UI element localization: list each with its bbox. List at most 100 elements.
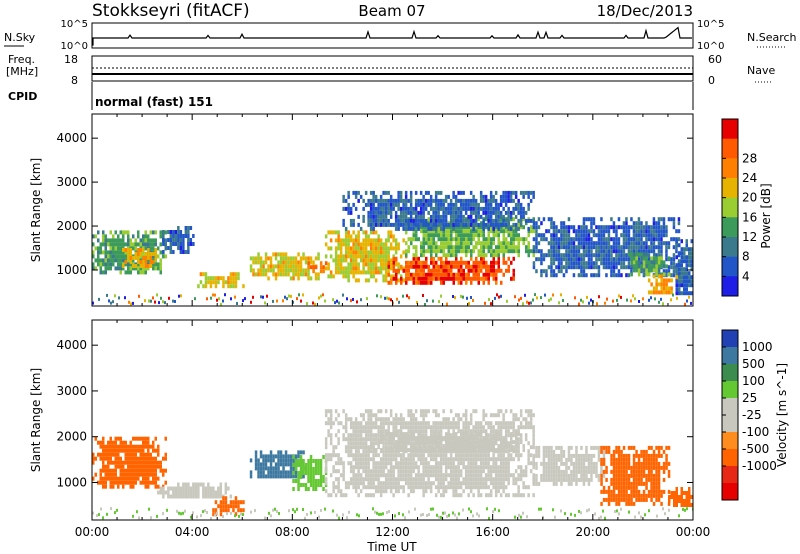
heat-cell bbox=[437, 202, 440, 207]
heat-cell bbox=[434, 469, 438, 474]
heat-cell bbox=[442, 481, 445, 486]
heat-cell bbox=[397, 433, 400, 438]
heat-cell bbox=[480, 225, 483, 230]
heat-cell bbox=[467, 473, 470, 478]
heat-cell bbox=[337, 457, 340, 462]
heat-cell bbox=[652, 252, 656, 257]
heat-cell bbox=[179, 230, 183, 234]
heat-cell bbox=[602, 241, 606, 246]
heat-cell bbox=[447, 202, 450, 207]
heat-cell bbox=[447, 485, 450, 490]
heat-cell bbox=[107, 254, 110, 259]
heat-cell bbox=[640, 221, 643, 226]
heat-cell bbox=[104, 444, 107, 449]
heat-cell bbox=[550, 249, 553, 254]
heat-cell bbox=[690, 267, 693, 272]
heat-cell bbox=[159, 468, 162, 473]
heat-cell bbox=[535, 225, 538, 230]
heat-cell bbox=[405, 272, 408, 277]
heat-cell bbox=[142, 266, 145, 271]
heat-cell bbox=[399, 453, 403, 458]
heat-cell bbox=[690, 301, 692, 305]
heat-cell bbox=[469, 489, 473, 494]
heat-cell bbox=[464, 198, 468, 203]
heat-cell bbox=[555, 273, 558, 278]
heat-cell bbox=[447, 260, 450, 265]
heat-cell bbox=[490, 264, 493, 269]
heat-cell bbox=[334, 453, 338, 458]
heat-cell bbox=[384, 278, 388, 283]
heat-cell bbox=[482, 233, 485, 238]
heat-cell bbox=[470, 249, 473, 254]
heat-cell bbox=[324, 465, 328, 470]
heat-cell bbox=[144, 299, 146, 303]
heat-cell bbox=[437, 264, 440, 269]
heat-cell bbox=[567, 265, 571, 270]
heat-cell bbox=[142, 476, 145, 481]
heat-cell bbox=[482, 256, 485, 261]
heat-cell bbox=[525, 249, 528, 254]
heat-cell bbox=[440, 440, 443, 445]
heat-cell bbox=[417, 473, 420, 478]
heat-cell bbox=[304, 487, 308, 491]
heat-cell bbox=[334, 433, 338, 438]
heat-cell bbox=[575, 261, 578, 266]
heat-cell bbox=[404, 198, 408, 203]
heat-cell bbox=[397, 190, 400, 195]
heat-cell bbox=[382, 481, 385, 486]
heat-cell bbox=[410, 436, 413, 441]
heat-cell bbox=[349, 465, 353, 470]
heat-cell bbox=[652, 233, 656, 238]
heat-cell bbox=[474, 206, 478, 211]
heat-cell bbox=[364, 485, 368, 490]
heat-cell bbox=[329, 270, 333, 275]
heat-cell bbox=[379, 429, 383, 434]
heat-cell bbox=[502, 214, 505, 219]
heat-cell bbox=[504, 202, 508, 207]
heat-cell bbox=[430, 256, 433, 261]
heat-cell bbox=[467, 245, 470, 250]
heat-cell bbox=[164, 246, 168, 250]
heat-cell bbox=[219, 486, 223, 491]
heat-cell bbox=[552, 237, 556, 242]
heat-cell bbox=[364, 457, 368, 462]
heat-cell bbox=[484, 473, 488, 478]
heat-cell bbox=[507, 441, 510, 446]
heat-cell bbox=[522, 210, 525, 215]
heat-cell bbox=[249, 268, 253, 273]
heat-cell bbox=[467, 218, 470, 223]
heat-cell bbox=[382, 453, 385, 458]
heat-cell bbox=[162, 238, 165, 242]
heat-cell bbox=[632, 221, 636, 226]
heat-cell bbox=[202, 284, 205, 289]
heat-cell bbox=[445, 253, 448, 258]
heat-cell bbox=[509, 198, 513, 203]
heat-cell bbox=[297, 454, 300, 459]
heat-cell bbox=[452, 194, 455, 199]
heat-cell bbox=[420, 249, 423, 254]
heat-cell bbox=[349, 238, 353, 243]
heat-cell bbox=[532, 425, 535, 430]
heat-cell bbox=[387, 448, 390, 453]
heat-cell bbox=[159, 266, 162, 271]
heat-cell bbox=[324, 437, 328, 442]
heat-cell bbox=[517, 226, 520, 231]
heat-cell bbox=[467, 233, 470, 238]
heat-cell bbox=[164, 468, 167, 473]
heat-cell bbox=[117, 452, 120, 457]
heat-cell bbox=[127, 230, 130, 235]
heat-cell bbox=[489, 421, 493, 426]
heat-cell bbox=[532, 457, 535, 462]
heat-cell bbox=[524, 485, 528, 490]
heat-cell bbox=[477, 473, 480, 478]
heat-cell bbox=[137, 460, 140, 465]
heat-cell bbox=[502, 194, 505, 199]
heat-cell bbox=[642, 268, 646, 273]
heat-cell bbox=[222, 276, 225, 281]
heat-cell bbox=[289, 260, 293, 265]
heat-cell bbox=[474, 481, 478, 486]
heat-cell bbox=[367, 262, 370, 267]
heat-cell bbox=[107, 464, 110, 469]
heat-cell bbox=[457, 233, 460, 238]
heat-cell bbox=[420, 436, 423, 441]
